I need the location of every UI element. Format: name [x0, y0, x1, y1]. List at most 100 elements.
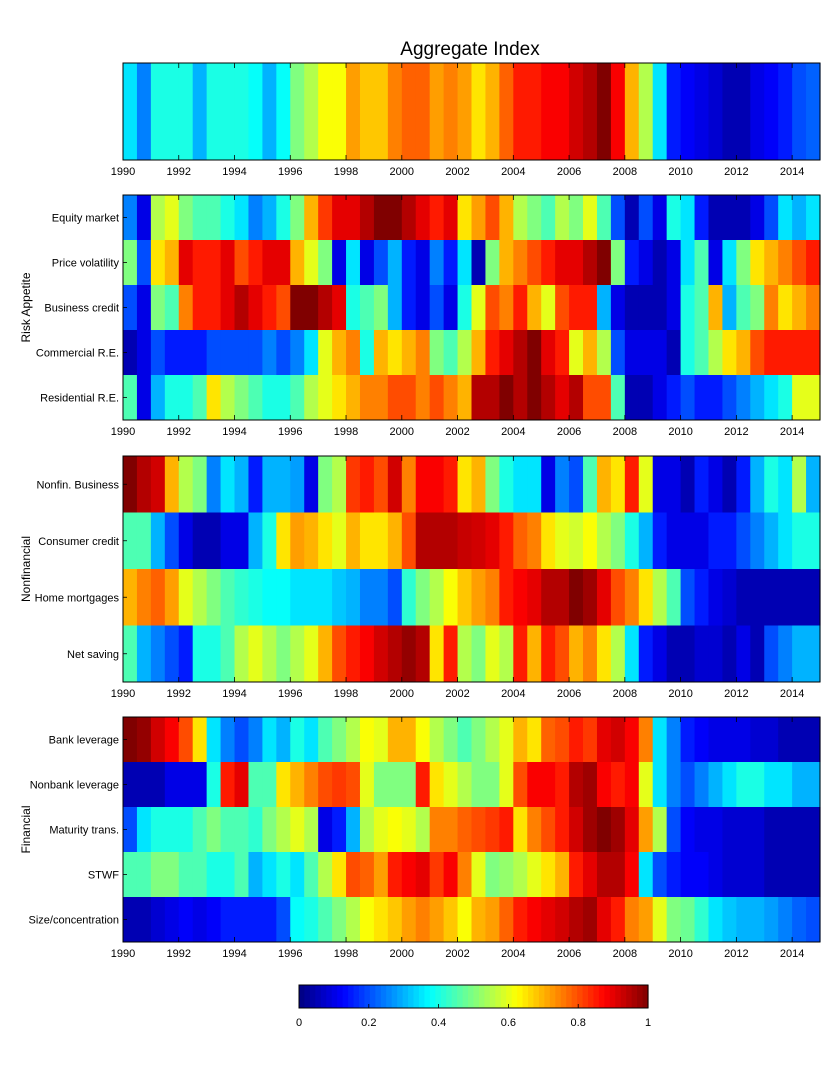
heatmap-cell — [694, 569, 710, 626]
heatmap-cell — [457, 330, 473, 375]
colorbar-swatch — [315, 985, 322, 1008]
heatmap-cell — [764, 717, 779, 762]
heatmap-cell — [736, 285, 751, 330]
heatmap-cell — [443, 456, 459, 513]
heatmap-cell — [220, 762, 236, 807]
heatmap-cell — [248, 456, 263, 513]
heatmap-cell — [429, 285, 445, 330]
heatmap-cell — [666, 512, 682, 569]
heatmap-cell — [736, 330, 751, 375]
x-tick-label: 2002 — [445, 948, 469, 960]
heatmap-cell — [346, 717, 361, 762]
heatmap-cell — [624, 285, 640, 330]
heatmap-cell — [596, 195, 612, 240]
colorbar-swatch — [582, 985, 589, 1008]
heatmap-cell — [178, 285, 194, 330]
heatmap-cell — [429, 63, 445, 160]
heatmap-cell — [708, 195, 724, 240]
heatmap-cell — [234, 897, 250, 942]
heatmap-cell — [583, 852, 598, 897]
colorbar-swatch — [358, 985, 366, 1008]
heatmap-cell — [304, 897, 319, 942]
heatmap-cell — [792, 195, 807, 240]
heatmap-cell — [652, 717, 668, 762]
heatmap-cell — [596, 375, 612, 420]
heatmap-cell — [136, 195, 152, 240]
heatmap-cell — [415, 897, 431, 942]
heatmap-cell — [304, 852, 319, 897]
heatmap-cell — [750, 897, 765, 942]
heatmap-cell — [666, 762, 682, 807]
heatmap-cell — [513, 456, 528, 513]
heatmap-cell — [471, 285, 487, 330]
heatmap-cell — [778, 569, 793, 626]
heatmap-cell — [652, 625, 668, 682]
heatmap-cell — [792, 717, 807, 762]
heatmap-cell — [290, 285, 305, 330]
heatmap-cell — [373, 330, 389, 375]
x-tick-label: 1992 — [167, 166, 191, 178]
heatmap-cell — [680, 330, 696, 375]
heatmap-cell — [401, 897, 417, 942]
colorbar-swatch — [642, 985, 649, 1008]
heatmap-cell — [401, 63, 417, 160]
heatmap-cell — [485, 456, 500, 513]
heatmap-cell — [248, 625, 263, 682]
heatmap-cell — [401, 240, 417, 285]
heatmap-cell — [806, 285, 821, 330]
heatmap-cell — [666, 240, 682, 285]
x-tick-label: 2010 — [668, 948, 692, 960]
heatmap-cell — [387, 63, 403, 160]
heatmap-cell — [415, 852, 431, 897]
heatmap-cell — [415, 762, 431, 807]
heatmap-cell — [192, 897, 208, 942]
heatmap-cell — [652, 852, 668, 897]
heatmap-cell — [596, 762, 612, 807]
heatmap-cell — [234, 240, 250, 285]
heatmap-cell — [778, 512, 793, 569]
heatmap-cell — [708, 330, 724, 375]
heatmap-cell — [596, 852, 612, 897]
heatmap-cell — [234, 762, 250, 807]
heatmap-cell — [708, 852, 724, 897]
heatmap-cell — [150, 512, 166, 569]
heatmap-cell — [164, 330, 180, 375]
heatmap-cell — [248, 330, 263, 375]
x-tick-label: 2000 — [390, 426, 414, 438]
heatmap-cell — [652, 63, 668, 160]
heatmap-cell — [666, 195, 682, 240]
heatmap-cell — [123, 63, 138, 160]
heatmap-cell — [750, 762, 765, 807]
heatmap-cell — [541, 63, 556, 160]
heatmap-cell — [555, 897, 570, 942]
heatmap-cell — [192, 285, 208, 330]
colorbar-swatch — [538, 985, 545, 1008]
heatmap-cell — [359, 762, 375, 807]
heatmap-cell — [638, 717, 654, 762]
colorbar-swatch — [631, 985, 638, 1008]
heatmap-cell — [164, 569, 180, 626]
heatmap-cell — [722, 240, 737, 285]
heatmap-cell — [694, 807, 710, 852]
heatmap-cell — [234, 625, 250, 682]
heatmap-cell — [485, 330, 500, 375]
heatmap-cell — [708, 625, 724, 682]
group-label: Nonfinancial — [19, 536, 33, 602]
heatmap-cell — [178, 897, 194, 942]
heatmap-cell — [262, 717, 277, 762]
heatmap-cell — [555, 852, 570, 897]
heatmap-cell — [429, 717, 445, 762]
heatmap-cell — [192, 625, 208, 682]
colorbar-swatch — [577, 985, 584, 1008]
heatmap-cell — [387, 717, 403, 762]
heatmap-cell — [680, 456, 696, 513]
heatmap-cell — [624, 852, 640, 897]
heatmap-cell — [806, 330, 821, 375]
colorbar-swatch — [342, 985, 349, 1008]
heatmap-cell — [555, 240, 570, 285]
heatmap-cell — [652, 456, 668, 513]
heatmap-cell — [610, 897, 626, 942]
heatmap-cell — [373, 625, 389, 682]
heatmap-cell — [136, 807, 152, 852]
heatmap-cell — [206, 330, 222, 375]
